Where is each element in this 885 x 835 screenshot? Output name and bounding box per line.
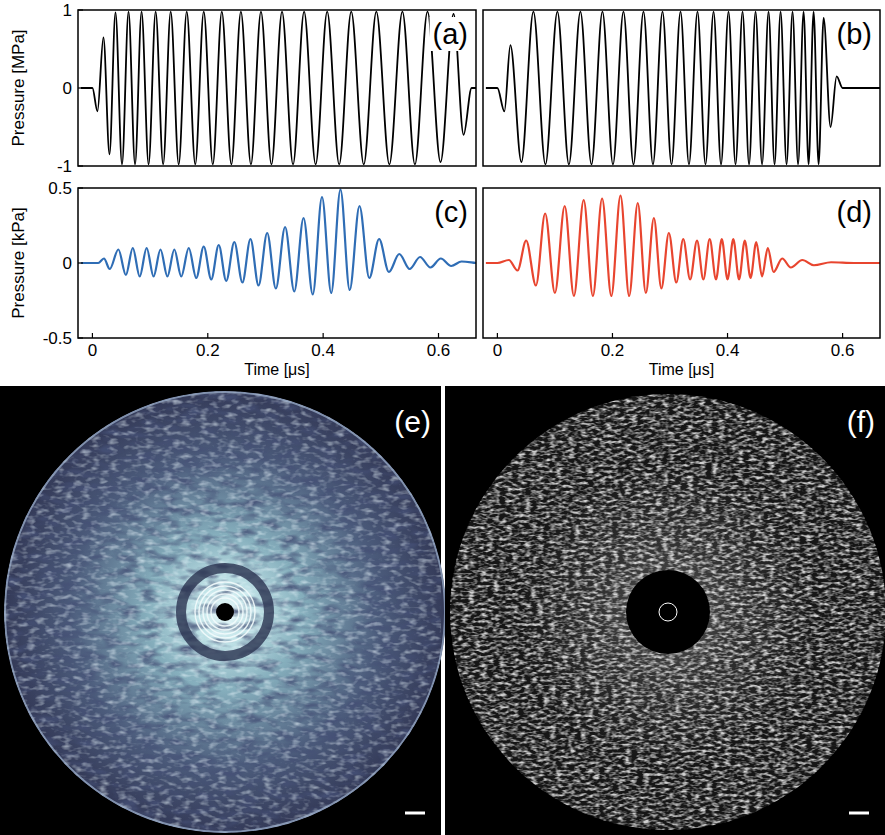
catheter-ring	[211, 598, 239, 626]
label-patch	[430, 17, 471, 51]
x-tick	[92, 333, 93, 338]
y-tick-label: -1	[57, 157, 72, 176]
y-axis-title: Pressure [MPa]	[9, 29, 28, 146]
panel: 0 0.2 0.4 0.6 -0.5 0 0.5 Time [μs] Pressure [kPa…	[9, 179, 477, 379]
x-tick	[207, 333, 208, 338]
data-group	[81, 190, 476, 295]
x-tick	[727, 333, 728, 338]
panel-label: (c)	[434, 196, 468, 228]
speckle	[445, 386, 885, 835]
speckle	[0, 386, 441, 835]
panel-label-group: (b)	[834, 17, 875, 51]
panel-label: (d)	[837, 196, 872, 228]
panel-label-group: (c)	[431, 195, 471, 229]
y-tick-label: 0	[63, 254, 72, 273]
y-tick	[78, 337, 83, 338]
plot-frame	[78, 10, 476, 166]
panel-label: (e)	[394, 405, 431, 438]
waveform	[81, 190, 476, 295]
y-tick-label: -0.5	[43, 329, 72, 348]
waveform	[486, 12, 880, 165]
y-tick	[78, 262, 83, 263]
waveform	[81, 12, 476, 165]
ultrasound-image: (e)	[0, 386, 446, 835]
label-patch	[834, 17, 875, 51]
image-background	[0, 386, 441, 835]
plot-frame	[483, 188, 880, 338]
speckle	[0, 386, 441, 835]
data-group	[81, 12, 476, 165]
catheter-ring	[195, 582, 255, 642]
panel-label: (a)	[433, 18, 468, 50]
x-tick-label: 0.6	[427, 341, 451, 360]
y-tick-label: 1	[63, 1, 72, 20]
catheter-ring	[207, 594, 243, 630]
x-tick	[323, 333, 324, 338]
scale-bar	[849, 812, 869, 815]
x-tick	[842, 333, 843, 338]
panel: -1 0 1 Pressure [MPa] (a)	[9, 1, 477, 176]
x-axis-title: Time [μs]	[649, 361, 715, 378]
data-group	[486, 196, 880, 297]
y-tick	[78, 87, 83, 88]
x-tick-label: 0.4	[311, 341, 335, 360]
bright-zone	[518, 462, 818, 762]
catheter-ring	[659, 603, 677, 621]
label-patch	[431, 195, 471, 229]
x-tick-label: 0	[493, 341, 502, 360]
y-tick-label: 0	[63, 79, 72, 98]
y-tick	[78, 165, 83, 166]
scale-bar	[405, 812, 425, 815]
dark-ring	[181, 568, 269, 656]
waveform	[486, 196, 880, 297]
catheter-core	[626, 570, 710, 654]
disk-rim	[5, 392, 445, 832]
plot-frame	[483, 10, 880, 166]
x-axis-title: Time [μs]	[244, 361, 310, 378]
catheter-core	[216, 603, 234, 621]
y-tick	[78, 187, 83, 188]
plot-frame	[78, 188, 476, 338]
catheter-ring	[203, 590, 247, 634]
image-content	[0, 386, 446, 835]
x-tick	[497, 333, 498, 338]
panel: 0 0.2 0.4 0.6 Time [μs] (d)	[483, 188, 880, 378]
x-tick-label: 0.4	[716, 341, 740, 360]
image-background	[445, 386, 885, 835]
x-tick	[438, 333, 439, 338]
x-tick-label: 0	[88, 341, 97, 360]
x-tick-label: 0.2	[196, 341, 220, 360]
panel-label: (b)	[837, 18, 872, 50]
y-tick	[78, 9, 83, 10]
panel-label-group: (a)	[430, 17, 471, 51]
y-axis-title: Pressure [kPa]	[9, 207, 28, 319]
figure: -101Pressure [MPa](a)(b)00.20.40.6-0.500…	[0, 0, 885, 835]
data-group	[486, 12, 880, 165]
x-tick-label: 0.6	[831, 341, 855, 360]
panel-label: (f)	[847, 405, 875, 438]
image-content	[445, 386, 885, 835]
ultrasound-image: (f)	[445, 386, 885, 835]
panel-label-group: (d)	[834, 195, 875, 229]
y-tick-label: 0.5	[48, 179, 72, 198]
x-tick	[612, 333, 613, 338]
x-tick-label: 0.2	[601, 341, 625, 360]
label-patch	[834, 195, 875, 229]
catheter-ring	[199, 586, 251, 638]
panel: (b)	[483, 10, 880, 166]
